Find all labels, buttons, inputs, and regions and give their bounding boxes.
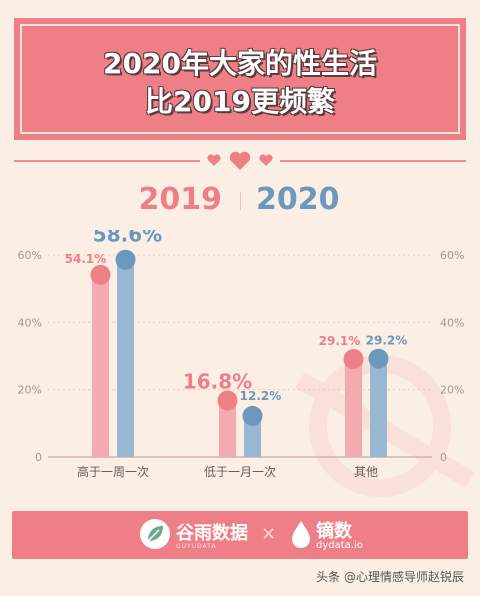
bar-2020 [370, 358, 387, 457]
divider-right [280, 160, 466, 162]
x-tick-label: 高于一周一次 [77, 464, 149, 479]
legend-2019: 2019 [138, 182, 223, 217]
y-tick-label: 60% [18, 249, 42, 262]
y-tick-label: 40% [440, 316, 464, 329]
year-legend: 2019 2020 [0, 182, 480, 222]
footer-banner: 谷雨数据 GUYUDATA × 镝数 dydata.io [12, 511, 468, 559]
title-banner: 2020年大家的性生活 比2019更频繁 [14, 18, 466, 140]
legend-2020: 2020 [256, 182, 340, 217]
leaf-icon [147, 526, 163, 542]
bar-dot-2020 [115, 249, 136, 270]
data-label-2020: 12.2% [240, 389, 282, 403]
bar-2019 [345, 359, 362, 457]
droplet-icon [292, 521, 310, 548]
data-label-2020: 29.2% [366, 334, 408, 348]
data-label-2019: 54.1% [65, 252, 107, 266]
heart-icon [207, 154, 221, 166]
gridlines [48, 254, 432, 458]
title-frame [20, 24, 460, 134]
bar-dot-2020 [368, 348, 389, 369]
bar-2020 [244, 415, 261, 457]
y-axis-left: 0 20% 40% 60% [18, 249, 42, 464]
bar-dot-2019 [343, 349, 364, 370]
brand1-name: 谷雨数据 [176, 523, 248, 544]
x-tick-label: 低于一月一次 [204, 465, 276, 479]
bar-dot-2019 [90, 264, 111, 285]
bar-2020 [117, 259, 134, 457]
heart-icon [259, 154, 273, 166]
page-title-line1: 2020年大家的性生活 [103, 47, 377, 80]
y-tick-label: 20% [18, 384, 42, 397]
brand1-subtitle: GUYUDATA [176, 543, 217, 550]
brand2-subtitle: dydata.io [316, 540, 363, 551]
bar-2019 [92, 274, 109, 457]
x-tick-label: 其他 [354, 465, 378, 479]
bars: 54.1% 58.6% 16.8%12.2% 29.1% 29.2% [65, 230, 408, 457]
bar-2019 [219, 400, 236, 457]
data-label-2019: 29.1% [319, 334, 361, 348]
watermark-text: 头条 @心理情感导师赵锐辰 [316, 570, 464, 584]
bar-dot-2020 [242, 405, 263, 426]
y-tick-label: 20% [440, 384, 464, 397]
y-tick-label: 0 [35, 451, 42, 464]
legend-separator [240, 192, 241, 210]
y-tick-label: 40% [18, 316, 42, 329]
hearts-ornament [207, 151, 273, 170]
divider-left [14, 160, 200, 162]
y-tick-label: 60% [440, 249, 464, 262]
brand2-name: 镝数 [316, 521, 352, 542]
brand-separator: × [261, 523, 277, 544]
bar-chart: 0 20% 40% 60% 0 20% 40% 60% 54.1% 58.6% 16.8%12.… [18, 230, 475, 497]
y-axis-right: 0 20% 40% 60% [440, 249, 464, 464]
page-title-line2: 比2019更频繁 [145, 85, 335, 118]
guyu-logo [140, 519, 170, 549]
x-axis-labels: 高于一周一次 低于一月一次 其他 [77, 464, 378, 479]
y-tick-label: 0 [440, 451, 447, 464]
data-label-2020: 58.6% [93, 230, 162, 247]
heart-icon [229, 151, 251, 170]
bar-dot-2019 [217, 390, 238, 411]
data-label-2019: 16.8% [183, 369, 252, 393]
